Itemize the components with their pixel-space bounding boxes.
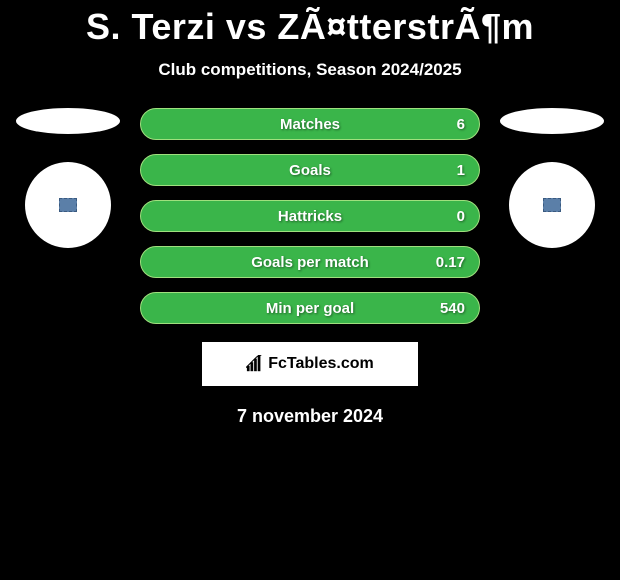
main-row: Matches 6 Goals 1 Hattricks 0 Goals per match 0…	[0, 108, 620, 324]
date-label: 7 november 2024	[237, 406, 383, 427]
player-left-column	[8, 108, 128, 248]
stat-label: Min per goal	[266, 300, 354, 317]
stat-bar: Goals 1	[140, 154, 480, 186]
bar-chart-icon	[246, 355, 264, 373]
stats-column: Matches 6 Goals 1 Hattricks 0 Goals per match 0…	[140, 108, 480, 324]
stat-bar: Matches 6	[140, 108, 480, 140]
avatar-right	[509, 162, 595, 248]
stat-right-value: 0	[457, 208, 465, 225]
stat-right-value: 6	[457, 116, 465, 133]
flag-right	[500, 108, 604, 134]
avatar-placeholder-icon	[543, 198, 561, 212]
stat-label: Matches	[280, 116, 340, 133]
stat-label: Goals	[289, 162, 331, 179]
player-right-column	[492, 108, 612, 248]
stat-bar: Min per goal 540	[140, 292, 480, 324]
avatar-placeholder-icon	[59, 198, 77, 212]
stat-bar: Goals per match 0.17	[140, 246, 480, 278]
stat-bar: Hattricks 0	[140, 200, 480, 232]
stat-right-value: 540	[440, 300, 465, 317]
page-title: S. Terzi vs ZÃ¤tterstrÃ¶m	[86, 6, 534, 48]
flag-left	[16, 108, 120, 134]
branding-box: FcTables.com	[202, 342, 418, 386]
stat-label: Hattricks	[278, 208, 342, 225]
stat-right-value: 0.17	[436, 254, 465, 271]
page-subtitle: Club competitions, Season 2024/2025	[158, 60, 461, 80]
stat-label: Goals per match	[251, 254, 369, 271]
branding-label: FcTables.com	[268, 355, 374, 373]
stat-right-value: 1	[457, 162, 465, 179]
avatar-left	[25, 162, 111, 248]
